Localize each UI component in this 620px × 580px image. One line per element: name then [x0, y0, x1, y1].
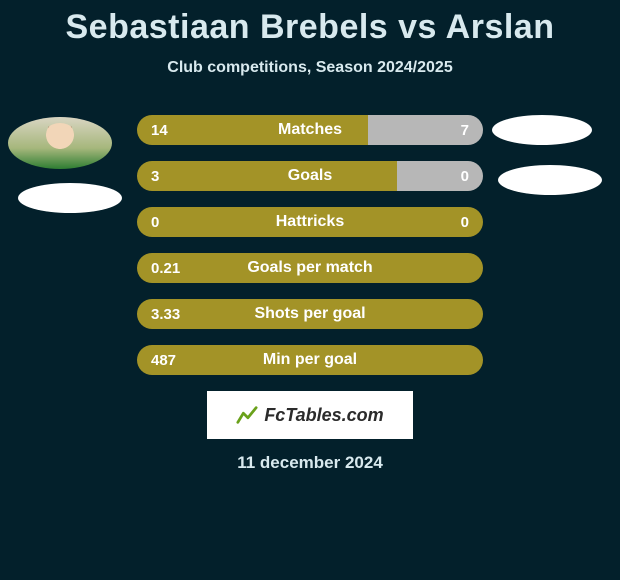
date-text: 11 december 2024 — [0, 453, 620, 473]
stats-area: Matches147Goals30Hattricks00Goals per ma… — [0, 115, 620, 375]
player-photo-left — [8, 117, 112, 169]
branding-text: FcTables.com — [264, 405, 383, 426]
player-photo-right — [492, 115, 592, 145]
stat-row: Min per goal487 — [137, 345, 483, 375]
comparison-card: Sebastiaan Brebels vs Arslan Club compet… — [0, 0, 620, 580]
stat-value-left: 0.21 — [151, 253, 180, 283]
bar-segment-left — [137, 299, 483, 329]
stat-value-right: 7 — [461, 115, 469, 145]
stat-row: Goals30 — [137, 161, 483, 191]
team-badge-right — [498, 165, 602, 195]
stat-value-right: 0 — [461, 207, 469, 237]
stat-value-left: 14 — [151, 115, 168, 145]
chart-icon — [236, 404, 258, 426]
bar-segment-right — [397, 161, 484, 191]
team-badge-left — [18, 183, 122, 213]
bar-segment-left — [137, 253, 483, 283]
bar-segment-left — [137, 161, 397, 191]
branding-badge: FcTables.com — [207, 391, 413, 439]
stat-value-right: 0 — [461, 161, 469, 191]
stat-row: Hattricks00 — [137, 207, 483, 237]
bar-list: Matches147Goals30Hattricks00Goals per ma… — [137, 115, 483, 375]
stat-value-left: 487 — [151, 345, 176, 375]
stat-value-left: 3.33 — [151, 299, 180, 329]
page-title: Sebastiaan Brebels vs Arslan — [0, 0, 620, 47]
stat-row: Shots per goal3.33 — [137, 299, 483, 329]
bar-segment-left — [137, 207, 483, 237]
bar-segment-left — [137, 345, 483, 375]
stat-value-left: 3 — [151, 161, 159, 191]
stat-value-left: 0 — [151, 207, 159, 237]
stat-row: Matches147 — [137, 115, 483, 145]
stat-row: Goals per match0.21 — [137, 253, 483, 283]
subtitle: Club competitions, Season 2024/2025 — [0, 59, 620, 77]
bar-segment-left — [137, 115, 368, 145]
